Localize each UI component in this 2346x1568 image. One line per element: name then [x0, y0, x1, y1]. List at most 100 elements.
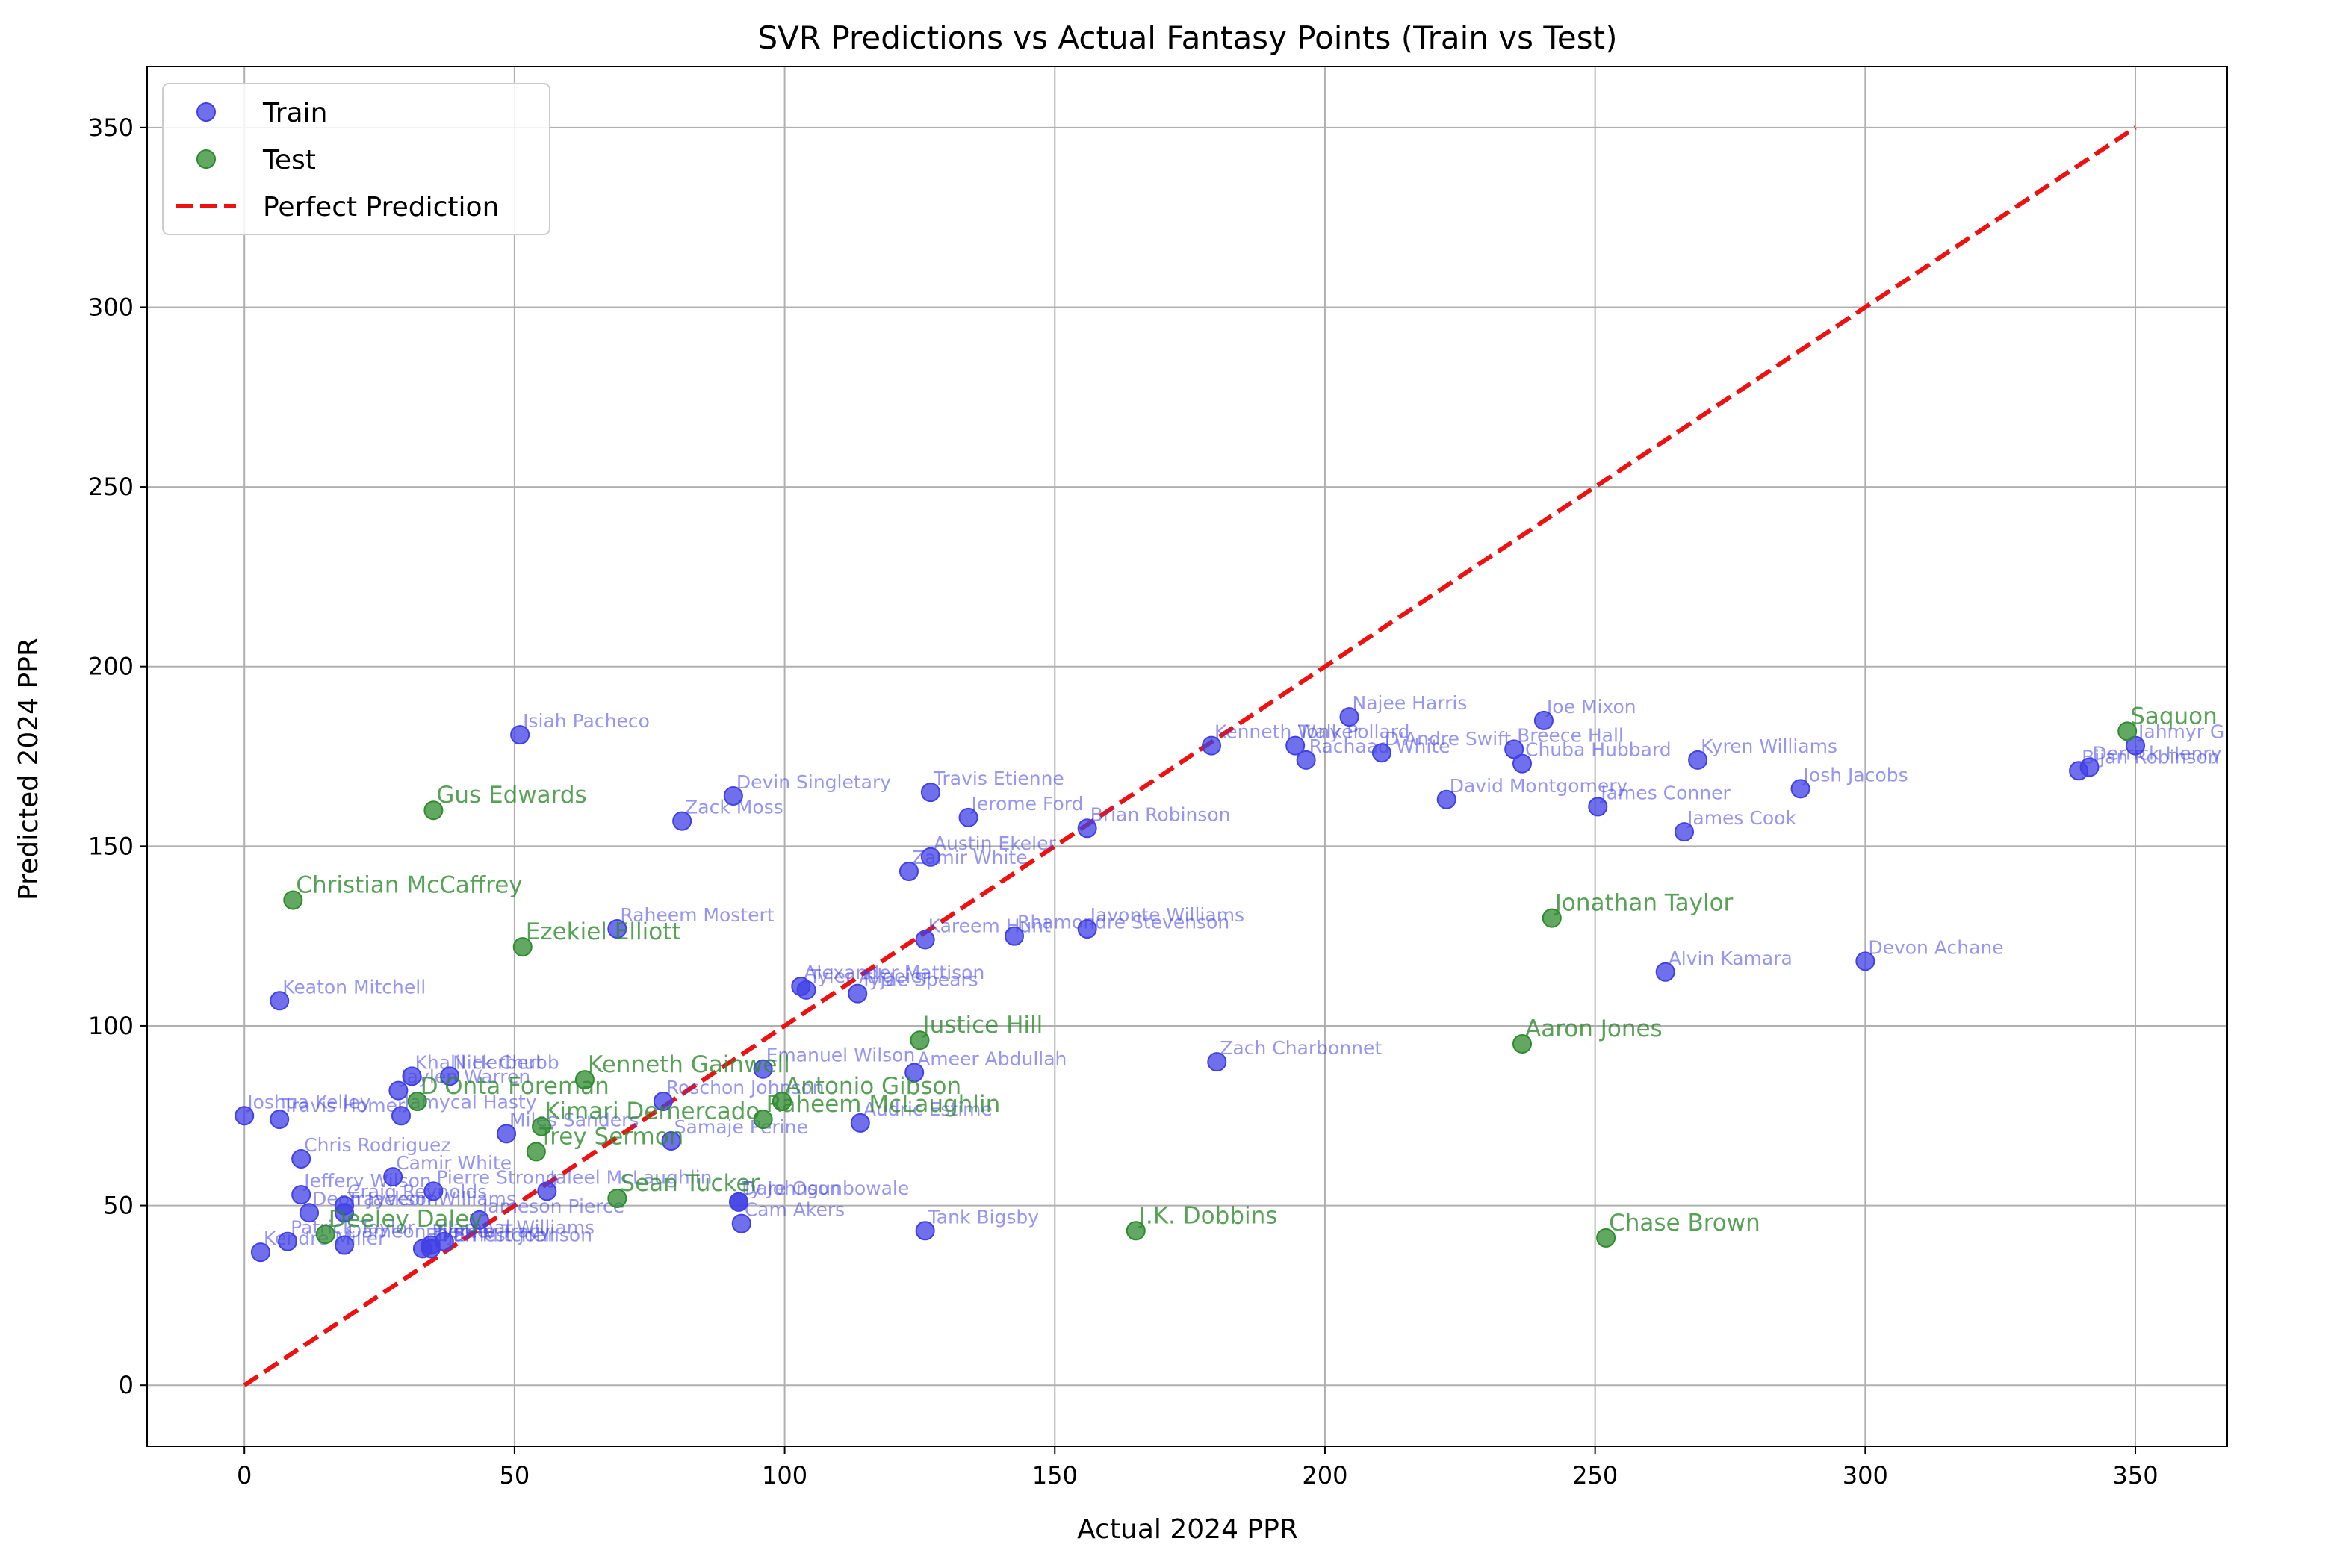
test-point-label: Antonio Gibson	[785, 1073, 961, 1100]
perfect-prediction-line	[243, 125, 2137, 1387]
legend-marker-train	[196, 102, 216, 122]
train-point	[723, 785, 743, 806]
train-point-label: Cam Akers	[745, 1199, 845, 1221]
train-point-label: Travis Etienne	[933, 768, 1064, 789]
train-point-label: Kyren Williams	[1701, 735, 1837, 757]
test-point	[407, 1092, 427, 1111]
legend-label: Perfect Prediction	[263, 192, 499, 223]
series-test: Saquon Barkley Gus Edwards Christian McCaf…	[283, 703, 2227, 1248]
train-point	[1436, 789, 1456, 809]
train-point	[335, 1203, 355, 1223]
train-point-label: Audric Estime	[863, 1098, 993, 1120]
train-point	[1504, 739, 1524, 759]
train-point	[270, 991, 290, 1011]
legend-label: Test	[262, 145, 316, 175]
train-point	[1077, 919, 1097, 939]
y-tick-label: 250	[88, 473, 134, 501]
test-point	[607, 1188, 627, 1208]
train-point	[1588, 797, 1608, 817]
test-point-label: Jonathan Taylor	[1554, 890, 1734, 917]
test-point	[1512, 1034, 1532, 1054]
train-point	[300, 1203, 320, 1223]
train-point-label: Camir White	[396, 1152, 512, 1174]
test-point-label: Deeley Daley	[329, 1206, 483, 1233]
train-point	[753, 1059, 773, 1079]
train-point-label: Kareem Hunt	[928, 915, 1052, 936]
train-point	[920, 783, 940, 803]
test-point-label: Gus Edwards	[436, 782, 586, 809]
train-point	[1005, 926, 1025, 946]
train-point-label: Jeffery Wilson	[302, 1170, 432, 1192]
test-point-label: Justice Hill	[921, 1012, 1043, 1039]
ticks-layer: 0 50 100 150 200 250 300 350 0 50 100 150 200 250 300 3…	[88, 113, 2159, 1490]
train-point	[904, 1063, 925, 1083]
train-point-label: Bijan Robinson	[2082, 746, 2220, 768]
train-point-label: Jameson Pierce	[481, 1195, 624, 1217]
train-point-label: Ameer Abdullah	[917, 1048, 1067, 1070]
x-tick-label: 0	[237, 1461, 252, 1490]
test-point	[574, 1070, 595, 1090]
train-point	[729, 1192, 749, 1212]
train-point-label: Dare Ogunbowale	[742, 1177, 909, 1199]
train-point	[270, 1110, 290, 1130]
test-point	[532, 1116, 552, 1136]
train-point-label: David Montgomery	[1450, 775, 1628, 797]
train-point	[469, 1210, 489, 1230]
test-point-label: Kenneth Gainwell	[588, 1051, 790, 1078]
train-point	[2069, 761, 2089, 781]
y-tick-label: 150	[88, 832, 134, 860]
train-point	[850, 1113, 870, 1133]
test-point-label: D'Onta Foreman	[421, 1073, 609, 1100]
train-point	[1855, 951, 1875, 971]
chart-title: SVR Predictions vs Actual Fantasy Points…	[758, 19, 1618, 56]
train-point	[920, 847, 940, 867]
train-point	[235, 1106, 255, 1126]
train-point	[335, 1235, 355, 1255]
train-point-label: Jerome Ford	[970, 793, 1084, 815]
train-point-label: Roschon Johnson	[666, 1077, 825, 1098]
test-point	[1542, 908, 1562, 928]
test-point	[772, 1092, 792, 1111]
train-point	[2126, 735, 2146, 756]
train-point-label: Travis Homer	[282, 1095, 406, 1116]
train-point-label: Austin Ekeler	[934, 833, 1057, 854]
x-tick-label: 200	[1302, 1461, 1347, 1490]
y-tick-label: 300	[88, 293, 134, 321]
train-point-label: Tyjae Spears	[860, 969, 978, 991]
train-point-label: Devon Achane	[1868, 936, 2003, 958]
test-point	[526, 1142, 546, 1162]
legend-marker-test	[196, 149, 216, 169]
train-point-label: Chuba Hubbard	[1525, 739, 1672, 761]
train-point	[672, 811, 692, 831]
x-tick-label: 150	[1032, 1461, 1078, 1490]
test-point-label: Trey Sermon	[539, 1123, 683, 1150]
train-point-label: Zack Moss	[685, 797, 783, 818]
train-point-label: Zamir White	[912, 847, 1028, 868]
train-point	[796, 980, 816, 1000]
y-tick-label: 200	[88, 653, 134, 681]
x-tick-label: 50	[500, 1461, 530, 1490]
train-point	[653, 1092, 673, 1111]
y-tick-label: 0	[119, 1371, 134, 1399]
plot-frame	[146, 66, 2228, 1447]
train-point	[1077, 818, 1097, 839]
train-point-label: Raheem Mostert	[620, 904, 774, 926]
train-point-label: Jaleel McLaughlin	[548, 1166, 712, 1188]
train-point-label: Breece Hall	[1517, 724, 1624, 746]
train-point-label: Rachaad White	[1309, 735, 1450, 757]
train-point-label: Jamaal Williams	[446, 1217, 595, 1239]
train-point-label: Tank Bigsby	[928, 1206, 1040, 1228]
train-point-label: James Cook	[1686, 807, 1796, 829]
x-tick-label: 300	[1843, 1461, 1888, 1490]
train-point-label: Ty Johnson	[741, 1177, 841, 1199]
train-point	[391, 1106, 411, 1126]
train-point-label: Rhamondre Stevenson	[1017, 912, 1229, 933]
train-point-label: Alexander Mattison	[804, 962, 984, 983]
train-point-label: Samaje Perine	[674, 1116, 808, 1138]
test-point-label: Sean Tucker	[620, 1170, 760, 1197]
train-point	[291, 1149, 311, 1169]
train-point-label: Isiah Pacheco	[523, 710, 650, 732]
train-point-label: Kenneth Walker	[1214, 721, 1362, 743]
